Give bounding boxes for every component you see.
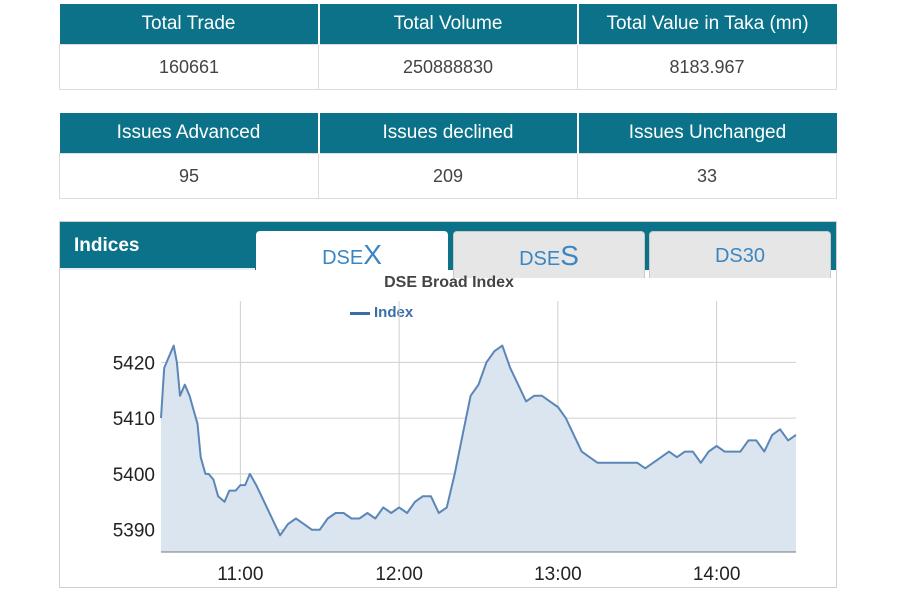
tab-dses-prefix: DSE xyxy=(519,248,561,270)
chart-title: DSE Broad Index xyxy=(384,274,514,291)
issues-advanced-header: Issues Advanced xyxy=(59,113,320,154)
tab-dsex-suffix: X xyxy=(363,239,382,270)
issues-unchanged-value: 33 xyxy=(577,153,837,199)
issues-declined-header: Issues declined xyxy=(318,113,579,154)
issues-advanced-value: 95 xyxy=(59,153,319,199)
issues-declined-value: 209 xyxy=(318,153,578,199)
legend-label: Index xyxy=(374,304,414,321)
total-volume-header: Total Volume xyxy=(318,4,579,45)
tab-dsex[interactable]: DSEX xyxy=(256,231,448,279)
chart-legend[interactable]: Index xyxy=(350,304,413,321)
tab-dsex-prefix: DSE xyxy=(322,247,364,269)
y-tick-label: 5400 xyxy=(113,465,155,486)
total-value-header: Total Value in Taka (mn) xyxy=(577,4,837,45)
x-tick-label: 12:00 xyxy=(375,564,423,585)
market-summary-table: Total Trade Total Volume Total Value in … xyxy=(59,4,837,90)
tab-dses[interactable]: DSES xyxy=(453,231,645,278)
total-trade-value: 160661 xyxy=(59,44,319,90)
issues-summary-table: Issues Advanced Issues declined Issues U… xyxy=(59,113,837,199)
total-trade-header: Total Trade xyxy=(59,4,320,45)
indices-panel: Indices DSEX DSES DS30 DSE Broad Index I… xyxy=(59,221,837,588)
x-tick-label: 11:00 xyxy=(217,564,263,585)
indices-title-underline xyxy=(60,268,255,270)
series-area-index xyxy=(161,345,796,552)
y-tick-label: 5410 xyxy=(113,409,155,430)
tab-ds30[interactable]: DS30 xyxy=(649,231,831,278)
tab-dses-suffix: S xyxy=(560,240,579,271)
y-tick-label: 5390 xyxy=(113,521,155,542)
y-tick-label: 5420 xyxy=(113,353,155,374)
total-value-value: 8183.967 xyxy=(577,44,837,90)
issues-unchanged-header: Issues Unchanged xyxy=(577,113,837,154)
x-tick-label: 13:00 xyxy=(534,564,582,585)
index-chart: 5390 5400 5410 5420 11:00 12:00 13:00 14:00 xyxy=(113,301,797,585)
total-volume-value: 250888830 xyxy=(318,44,578,90)
legend-swatch xyxy=(350,311,370,315)
tab-ds30-label: DS30 xyxy=(714,245,766,267)
x-tick-label: 14:00 xyxy=(693,564,741,585)
indices-title: Indices xyxy=(74,235,140,256)
series-line-index xyxy=(160,344,797,537)
